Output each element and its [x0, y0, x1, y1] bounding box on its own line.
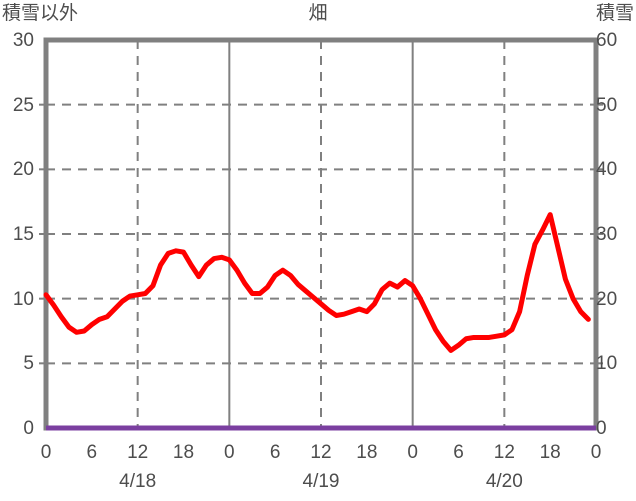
- y-axis-left-tick-label: 5: [23, 353, 34, 375]
- x-axis-tick-label: 0: [224, 442, 235, 463]
- y-axis-right-tick-label: 0: [596, 418, 607, 439]
- tick-marks: [39, 103, 603, 365]
- y-axis-left-tick-label: 25: [12, 94, 34, 116]
- y-axis-left-tick-label: 0: [23, 418, 34, 439]
- left-axis-title: 積雪以外: [2, 3, 79, 24]
- x-axis-tick-label: 18: [172, 442, 195, 463]
- y-axis-right-tick-label: 50: [596, 94, 618, 116]
- x-axis-tick-label: 12: [310, 442, 332, 463]
- y-axis-left-tick-label: 10: [12, 288, 34, 310]
- x-axis-tick-label: 0: [407, 442, 418, 463]
- y-axis-right-tick-label: 30: [596, 224, 618, 245]
- x-axis-tick-label: 12: [493, 442, 515, 463]
- y-axis-left-tick-label: 15: [12, 224, 34, 245]
- y-axis-right-tick-label: 40: [596, 159, 618, 181]
- x-axis-tick-label: 18: [539, 442, 561, 463]
- y-axis-right-tick-label: 60: [596, 30, 618, 51]
- x-axis-day-label: 4/20: [485, 471, 523, 492]
- right-axis-title: 積雪: [595, 3, 634, 24]
- x-axis-tick-label: 12: [127, 442, 149, 463]
- x-axis-tick-label: 6: [453, 442, 464, 463]
- y-axis-right-tick-label: 20: [596, 288, 618, 310]
- y-axis-left-tick-label: 30: [12, 30, 34, 51]
- y-axis-right-tick-label: 10: [596, 353, 618, 375]
- x-axis-tick-label: 6: [269, 442, 281, 463]
- day-boundary-lines: [136, 40, 506, 428]
- chart-title: 畑: [308, 3, 328, 24]
- x-axis-day-label: 4/19: [302, 471, 340, 492]
- y-axis-left-tick-label: 20: [12, 159, 34, 181]
- x-axis-tick-label: 18: [356, 442, 378, 463]
- x-axis-tick-label: 0: [40, 442, 52, 463]
- x-axis-day-label: 4/18: [119, 471, 157, 492]
- series-line-other-than-snow: [43, 212, 591, 353]
- x-axis-tick-label: 6: [86, 442, 98, 463]
- x-axis-tick-label: 0: [590, 442, 602, 463]
